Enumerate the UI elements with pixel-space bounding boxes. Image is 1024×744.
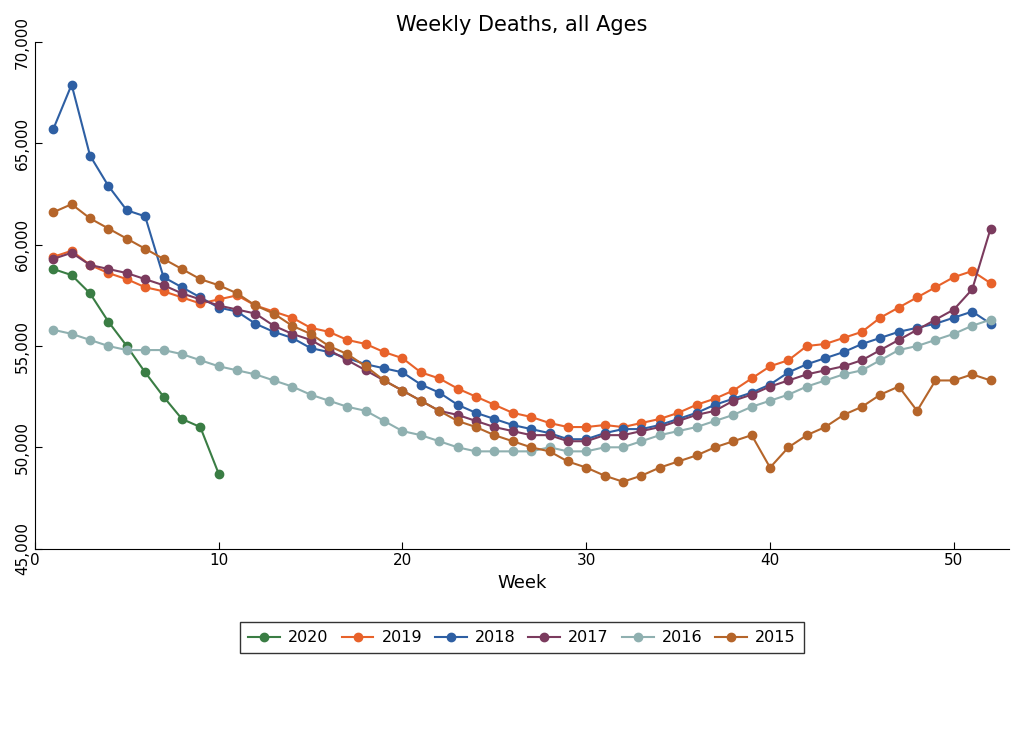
2019 xyxy=(47,252,59,261)
2017 xyxy=(562,437,574,446)
2019 xyxy=(581,423,593,432)
2016 xyxy=(470,447,482,456)
2015 xyxy=(653,463,666,472)
2016 xyxy=(378,417,390,426)
2018 xyxy=(396,368,409,376)
Line: 2017: 2017 xyxy=(49,225,994,446)
Line: 2018: 2018 xyxy=(49,80,994,443)
2019 xyxy=(139,283,152,292)
2015 xyxy=(507,437,519,446)
Line: 2015: 2015 xyxy=(49,200,994,486)
2015 xyxy=(616,478,629,487)
2019 xyxy=(984,279,996,288)
Line: 2016: 2016 xyxy=(49,315,994,455)
2017 xyxy=(672,417,684,426)
Line: 2019: 2019 xyxy=(49,246,994,432)
2015 xyxy=(984,376,996,385)
2020 xyxy=(47,265,59,274)
2020 xyxy=(213,469,225,478)
2017 xyxy=(635,426,647,435)
2018 xyxy=(66,80,78,89)
2017 xyxy=(121,269,133,278)
Legend: 2020, 2019, 2018, 2017, 2016, 2015: 2020, 2019, 2018, 2017, 2016, 2015 xyxy=(241,623,804,653)
2019 xyxy=(507,408,519,417)
2018 xyxy=(139,212,152,221)
2019 xyxy=(653,414,666,423)
X-axis label: Week: Week xyxy=(498,574,547,592)
2017 xyxy=(47,254,59,263)
2019 xyxy=(66,246,78,255)
Title: Weekly Deaths, all Ages: Weekly Deaths, all Ages xyxy=(396,15,647,35)
2017 xyxy=(378,376,390,385)
2018 xyxy=(581,434,593,443)
2016 xyxy=(507,447,519,456)
2018 xyxy=(984,319,996,328)
2020 xyxy=(84,289,96,298)
2018 xyxy=(562,434,574,443)
2015 xyxy=(562,457,574,466)
2020 xyxy=(121,341,133,350)
2020 xyxy=(195,423,207,432)
2016 xyxy=(635,437,647,446)
2020 xyxy=(158,392,170,401)
2020 xyxy=(176,414,188,423)
2018 xyxy=(47,125,59,134)
2018 xyxy=(507,420,519,429)
2016 xyxy=(47,325,59,334)
2016 xyxy=(672,426,684,435)
2020 xyxy=(66,271,78,280)
2016 xyxy=(930,336,942,344)
2019 xyxy=(562,423,574,432)
2017 xyxy=(984,224,996,233)
Line: 2020: 2020 xyxy=(49,265,223,478)
2017 xyxy=(930,315,942,324)
2015 xyxy=(690,451,702,460)
2019 xyxy=(396,353,409,362)
2015 xyxy=(47,208,59,217)
2016 xyxy=(121,346,133,355)
2016 xyxy=(984,315,996,324)
2019 xyxy=(690,400,702,409)
2020 xyxy=(102,317,115,326)
2018 xyxy=(690,408,702,417)
2015 xyxy=(396,386,409,395)
2018 xyxy=(653,420,666,429)
2020 xyxy=(139,368,152,376)
2015 xyxy=(139,244,152,253)
2015 xyxy=(66,199,78,208)
2017 xyxy=(488,423,501,432)
